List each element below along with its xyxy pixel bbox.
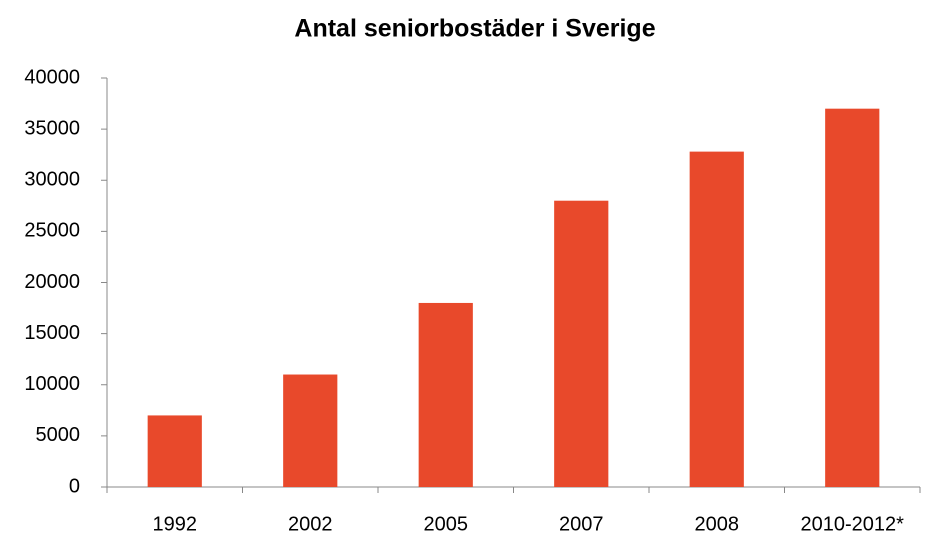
y-tick-label: 0 [69,475,80,497]
x-tick-label: 2002 [288,513,333,535]
bar [283,374,338,487]
y-tick-label: 20000 [24,271,80,293]
x-tick-label: 1992 [153,513,198,535]
bar [147,415,202,487]
y-tick-label: 25000 [24,220,80,242]
y-tick-label: 30000 [24,169,80,191]
x-tick-label: 2007 [559,513,604,535]
y-tick-label: 15000 [24,322,80,344]
y-tick-label: 10000 [24,373,80,395]
x-tick-label: 2010-2012* [801,513,905,535]
bar [825,108,880,488]
bar [554,200,609,487]
bar [418,302,473,487]
y-tick-label: 5000 [36,424,81,446]
y-tick-label: 35000 [24,117,80,139]
x-tick-label: 2008 [695,513,740,535]
y-tick-label: 40000 [24,66,80,88]
x-tick-label: 2005 [424,513,469,535]
bar [689,151,744,487]
chart-title: Antal seniorbostäder i Sverige [294,15,655,43]
